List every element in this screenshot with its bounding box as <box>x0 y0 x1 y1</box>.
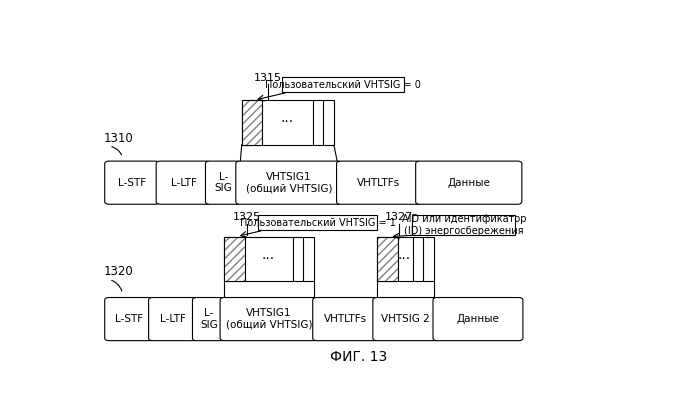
Bar <box>282 77 404 92</box>
Bar <box>242 100 262 145</box>
Text: Данные: Данные <box>447 178 490 188</box>
Text: Данные: Данные <box>456 314 499 324</box>
Text: 1320: 1320 <box>103 265 134 278</box>
Text: AID или идентификатор
(ID) энергосбережения: AID или идентификатор (ID) энергосбереже… <box>402 214 526 236</box>
FancyBboxPatch shape <box>312 297 378 341</box>
Bar <box>242 100 262 145</box>
FancyBboxPatch shape <box>220 297 318 341</box>
Text: 1315: 1315 <box>254 73 282 83</box>
Bar <box>224 236 314 281</box>
Bar <box>224 236 245 281</box>
Text: VHTSIG1
(общий VHTSIG): VHTSIG1 (общий VHTSIG) <box>226 308 312 330</box>
Text: L-LTF: L-LTF <box>171 178 196 188</box>
FancyBboxPatch shape <box>105 161 159 204</box>
Bar <box>258 215 377 230</box>
Text: 1325: 1325 <box>233 212 261 222</box>
Text: L-
SIG: L- SIG <box>200 308 218 330</box>
FancyBboxPatch shape <box>373 297 438 341</box>
Text: L-
SIG: L- SIG <box>215 172 232 194</box>
FancyBboxPatch shape <box>156 161 211 204</box>
FancyBboxPatch shape <box>337 161 421 204</box>
Text: ···: ··· <box>398 252 411 266</box>
Text: Пользовательский VHTSIG = 0: Пользовательский VHTSIG = 0 <box>266 80 421 90</box>
Bar <box>377 236 398 281</box>
Text: ···: ··· <box>280 115 294 129</box>
FancyBboxPatch shape <box>149 297 198 341</box>
FancyBboxPatch shape <box>416 161 522 204</box>
Text: Пользовательский VHTSIG = 1: Пользовательский VHTSIG = 1 <box>240 218 396 228</box>
Text: VHTLTFs: VHTLTFs <box>357 178 401 188</box>
Bar <box>377 236 434 281</box>
Text: ···: ··· <box>261 252 275 266</box>
Text: L-STF: L-STF <box>118 178 146 188</box>
Text: VHTLTFs: VHTLTFs <box>324 314 367 324</box>
Bar <box>224 236 245 281</box>
Text: VHTSIG1
(общий VHTSIG): VHTSIG1 (общий VHTSIG) <box>245 172 332 194</box>
Text: L-STF: L-STF <box>115 314 143 324</box>
FancyBboxPatch shape <box>433 297 523 341</box>
Text: L-LTF: L-LTF <box>160 314 186 324</box>
Text: ФИГ. 13: ФИГ. 13 <box>330 349 387 363</box>
Bar <box>377 236 398 281</box>
FancyBboxPatch shape <box>105 297 154 341</box>
FancyBboxPatch shape <box>206 161 241 204</box>
Bar <box>242 100 334 145</box>
FancyBboxPatch shape <box>192 297 226 341</box>
Bar <box>412 215 515 235</box>
Text: 1327: 1327 <box>384 212 413 222</box>
Text: VHTSIG 2: VHTSIG 2 <box>381 314 430 324</box>
Text: 1310: 1310 <box>103 132 134 145</box>
FancyBboxPatch shape <box>236 161 342 204</box>
